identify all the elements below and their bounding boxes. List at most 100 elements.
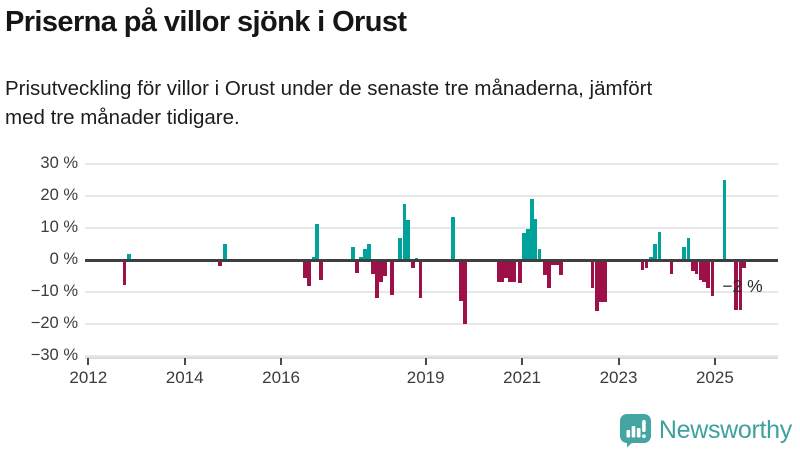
page-subtitle: Prisutveckling för villor i Orust under … xyxy=(5,74,795,132)
bar-2017-10 xyxy=(366,244,371,260)
x-axis-label-2021: 2021 xyxy=(503,368,541,387)
y-axis-label: 10 % xyxy=(40,218,78,236)
bar-2021-05 xyxy=(537,249,542,260)
bar-2021-04 xyxy=(533,218,538,260)
bar-2021-09 xyxy=(554,261,559,265)
bar-2017-12 xyxy=(375,261,379,299)
bar-2019-09 xyxy=(459,261,463,302)
gridline-30 xyxy=(85,163,778,165)
bar-2024-09 xyxy=(698,261,703,281)
bar-2024-06 xyxy=(686,238,691,260)
bar-2022-08 xyxy=(599,261,603,302)
y-axis-label: −20 % xyxy=(30,314,78,332)
gridline--20 xyxy=(85,323,778,325)
y-axis-label: 30 % xyxy=(40,154,78,172)
bar-2018-07 xyxy=(402,204,407,260)
bar-2021-07 xyxy=(547,261,551,288)
bar-2018-08 xyxy=(406,219,411,260)
x-axis-line xyxy=(85,357,778,359)
subtitle-line-1: Prisutveckling för villor i Orust under … xyxy=(5,77,653,100)
bar-2020-09 xyxy=(504,261,509,278)
bar-2025-06 xyxy=(734,261,738,310)
bar-2023-11 xyxy=(657,231,662,260)
bar-2017-06 xyxy=(351,246,355,260)
y-axis-label: 20 % xyxy=(40,186,78,204)
subtitle-line-2: med tre månader tidigare. xyxy=(5,106,240,129)
bar-2024-07 xyxy=(690,261,695,271)
y-axis-label: −30 % xyxy=(30,346,78,364)
x-axis-tick-2023 xyxy=(617,358,620,365)
bar-2018-01 xyxy=(379,261,383,282)
bar-2021-02 xyxy=(526,228,530,260)
bar-2021-08 xyxy=(551,261,555,265)
bar-2016-10 xyxy=(319,261,323,280)
newsworthy-logo-icon xyxy=(619,413,652,448)
y-axis-label: −10 % xyxy=(30,282,78,300)
x-axis-tick-2021 xyxy=(521,358,524,365)
gridline-20 xyxy=(85,195,778,197)
bar-2025-03 xyxy=(722,180,727,260)
x-axis-label-2012: 2012 xyxy=(69,368,108,387)
bar-2020-10 xyxy=(508,261,512,282)
x-axis-label-2019: 2019 xyxy=(406,368,445,387)
bar-2016-07 xyxy=(307,261,311,286)
bar-2024-11 xyxy=(706,261,710,289)
bar-2024-10 xyxy=(702,261,707,282)
bar-2020-07 xyxy=(496,261,501,282)
bar-2024-02 xyxy=(669,261,674,275)
x-axis-label-2016: 2016 xyxy=(262,368,300,387)
gridline--30 xyxy=(85,355,778,357)
bar-2022-09 xyxy=(603,261,607,302)
bar-2022-06 xyxy=(590,261,595,288)
x-axis-label-2025: 2025 xyxy=(695,368,734,387)
bar-2021-01 xyxy=(522,233,526,260)
bar-2018-11 xyxy=(418,261,423,298)
bar-2018-06 xyxy=(398,238,402,260)
page-title: Priserna på villor sjönk i Orust xyxy=(5,6,407,38)
bar-2024-12 xyxy=(710,261,715,296)
bar-2016-06 xyxy=(302,261,307,279)
bar-2019-10 xyxy=(463,261,468,324)
bar-2017-09 xyxy=(363,249,367,260)
newsworthy-wordmark: Newsworthy xyxy=(658,416,792,444)
x-axis-tick-2014 xyxy=(183,358,186,365)
bar-2024-08 xyxy=(694,261,699,275)
bar-2023-07 xyxy=(640,261,645,270)
bar-2020-11 xyxy=(512,261,516,282)
bar-2023-08 xyxy=(644,261,649,268)
bar-2018-04 xyxy=(390,261,394,296)
last-value-annotation: −2 % xyxy=(722,276,763,296)
bar-2021-03 xyxy=(529,199,534,260)
bar-2023-09 xyxy=(648,256,653,260)
bar-2017-07 xyxy=(354,261,359,273)
bar-2025-08 xyxy=(742,261,747,268)
bar-2021-06 xyxy=(542,261,547,275)
bar-2018-09 xyxy=(410,261,415,268)
bar-2020-08 xyxy=(500,261,505,282)
x-axis-label-2014: 2014 xyxy=(165,368,204,387)
bar-2019-07 xyxy=(450,217,455,260)
bar-2023-10 xyxy=(653,244,657,260)
bar-2016-09 xyxy=(315,224,320,260)
bar-2024-05 xyxy=(682,247,686,260)
bar-2012-11 xyxy=(126,253,131,260)
zero-axis-line xyxy=(85,258,778,262)
bar-2014-10 xyxy=(218,261,222,267)
bar-2025-07 xyxy=(738,261,743,310)
x-axis-label-2023: 2023 xyxy=(599,368,638,387)
bar-2021-10 xyxy=(559,261,563,275)
bar-2017-11 xyxy=(370,261,375,274)
x-axis-tick-2025 xyxy=(713,358,716,365)
x-axis-tick-2019 xyxy=(424,358,427,365)
x-axis-tick-2012 xyxy=(87,358,90,365)
x-axis-tick-2016 xyxy=(280,358,283,365)
bar-2012-10 xyxy=(122,261,127,285)
bar-2020-12 xyxy=(517,261,522,283)
newsworthy-logo: Newsworthy xyxy=(619,413,792,448)
bar-2014-11 xyxy=(222,244,227,260)
gridline--10 xyxy=(85,291,778,293)
bar-2018-02 xyxy=(382,261,387,276)
gridline-10 xyxy=(85,227,778,229)
